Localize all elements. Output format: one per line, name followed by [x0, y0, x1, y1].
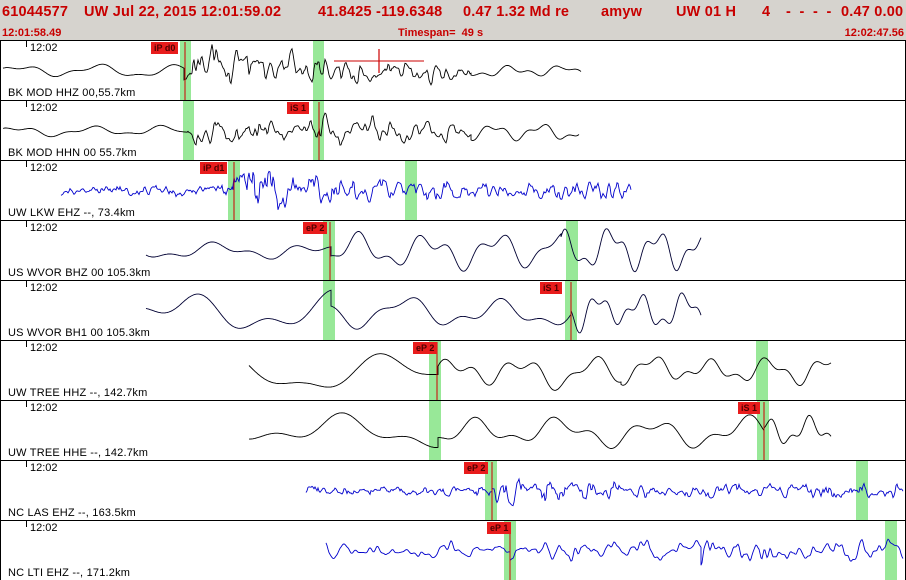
- phase-window-band: [405, 161, 417, 220]
- trace-panel[interactable]: 12:02 US WVOR BHZ 00 105.3km eP 2: [1, 221, 905, 281]
- phase-window-band: [756, 341, 768, 400]
- time-tick-mark: [26, 161, 27, 167]
- status-flags: - - - -: [786, 4, 832, 20]
- trace-waveform: [145, 289, 702, 334]
- panel-time-label: 12:02: [30, 522, 58, 534]
- trace-panel[interactable]: 12:02 UW LKW EHZ --, 73.4km iP d1: [1, 161, 905, 221]
- time-bar: 12:01:58.49 Timespan= 49 s 12:02:47.56: [0, 27, 906, 40]
- time-tick-mark: [26, 401, 27, 407]
- trace-waveform: [145, 228, 702, 273]
- window-start-time: 12:01:58.49: [2, 27, 62, 39]
- pick-flag[interactable]: iP d1: [200, 162, 228, 174]
- panel-time-label: 12:02: [30, 162, 58, 174]
- time-tick-mark: [26, 101, 27, 107]
- phase-window-band: [429, 341, 441, 400]
- phase-window-band: [313, 41, 324, 100]
- waveform-plot[interactable]: [1, 101, 905, 161]
- station-label: US WVOR BH1 00 105.3km: [8, 327, 150, 339]
- waveform-plot[interactable]: [1, 221, 905, 281]
- phase-window-band: [485, 461, 497, 520]
- event-source: UW 01 H: [676, 4, 737, 20]
- trace-panel[interactable]: 12:02 BK MOD HHZ 00,55.7km iP d0: [1, 41, 905, 101]
- waveform-plot[interactable]: [1, 41, 905, 101]
- trace-waveform: [248, 353, 832, 391]
- station-label: NC LTI EHZ --, 171.2km: [8, 567, 131, 579]
- event-id: 61044577: [2, 4, 69, 20]
- pick-flag[interactable]: iS 1: [738, 402, 761, 414]
- time-tick-mark: [26, 341, 27, 347]
- trace-panel[interactable]: 12:02 NC LTI EHZ --, 171.2km eP 1: [1, 521, 905, 580]
- event-header: 61044577 UW Jul 22, 2015 12:01:59.02 41.…: [0, 0, 906, 27]
- panel-time-label: 12:02: [30, 342, 58, 354]
- panel-time-label: 12:02: [30, 462, 58, 474]
- waveform-plot[interactable]: [1, 341, 905, 401]
- pick-flag[interactable]: iP d0: [151, 42, 179, 54]
- trace-waveform: [249, 412, 832, 449]
- trace-waveform: [2, 112, 580, 146]
- station-label: UW TREE HHZ --, 142.7km: [8, 387, 148, 399]
- waveform-plot[interactable]: [1, 521, 905, 580]
- time-tick-mark: [26, 461, 27, 467]
- origin-time: UW Jul 22, 2015 12:01:59.02: [84, 4, 282, 20]
- trace-waveform: [305, 477, 904, 507]
- waveform-plot[interactable]: [1, 401, 905, 461]
- panel-time-label: 12:02: [30, 42, 58, 54]
- depth-magnitude: 0.47 1.32 Md re: [463, 4, 570, 20]
- station-label: NC LAS EHZ --, 163.5km: [8, 507, 136, 519]
- time-tick-mark: [26, 221, 27, 227]
- phase-window-band: [323, 221, 335, 280]
- waveform-plot[interactable]: [1, 461, 905, 521]
- analyst-name: amyw: [601, 4, 643, 20]
- trace-panel[interactable]: 12:02 UW TREE HHZ --, 142.7km eP 2: [1, 341, 905, 401]
- phase-window-band: [183, 101, 194, 160]
- station-label: UW TREE HHE --, 142.7km: [8, 447, 149, 459]
- time-tick-mark: [26, 41, 27, 47]
- panel-time-label: 12:02: [30, 282, 58, 294]
- pick-flag[interactable]: eP 1: [487, 522, 512, 534]
- residuals: 0.47 0.00: [841, 4, 904, 20]
- phase-window-band: [429, 401, 441, 460]
- phase-window-band: [566, 221, 578, 280]
- trace-panel[interactable]: 12:02 UW TREE HHE --, 142.7km iS 1: [1, 401, 905, 461]
- phase-count: 4: [762, 4, 771, 20]
- waveform-plot[interactable]: [1, 161, 905, 221]
- station-label: UW LKW EHZ --, 73.4km: [8, 207, 136, 219]
- pick-flag[interactable]: iS 1: [540, 282, 563, 294]
- event-coordinates: 41.8425 -119.6348: [318, 4, 443, 20]
- panel-time-label: 12:02: [30, 222, 58, 234]
- phase-window-band: [885, 521, 897, 580]
- pick-flag[interactable]: eP 2: [303, 222, 328, 234]
- station-label: US WVOR BHZ 00 105.3km: [8, 267, 151, 279]
- phase-window-band: [757, 401, 769, 460]
- pick-flag[interactable]: eP 2: [464, 462, 489, 474]
- trace-panel[interactable]: 12:02 US WVOR BH1 00 105.3km iS 1: [1, 281, 905, 341]
- phase-window-band: [323, 281, 335, 340]
- pick-flag[interactable]: eP 2: [413, 342, 438, 354]
- trace-waveform: [2, 44, 582, 86]
- timespan-label: Timespan= 49 s: [398, 27, 484, 39]
- trace-panel[interactable]: 12:02 BK MOD HHN 00 55.7km iS 1: [1, 101, 905, 161]
- waveform-plot[interactable]: [1, 281, 905, 341]
- window-end-time: 12:02:47.56: [844, 27, 904, 39]
- station-label: BK MOD HHZ 00,55.7km: [8, 87, 136, 99]
- time-tick-mark: [26, 281, 27, 287]
- panel-time-label: 12:02: [30, 402, 58, 414]
- station-label: BK MOD HHN 00 55.7km: [8, 147, 137, 159]
- trace-waveform: [60, 170, 632, 210]
- trace-waveform: [325, 538, 904, 566]
- trace-panel[interactable]: 12:02 NC LAS EHZ --, 163.5km eP 2: [1, 461, 905, 521]
- time-tick-mark: [26, 521, 27, 527]
- pick-flag[interactable]: iS 1: [287, 102, 310, 114]
- trace-panels: 12:02 BK MOD HHZ 00,55.7km iP d0 12:02 B…: [0, 40, 906, 580]
- panel-time-label: 12:02: [30, 102, 58, 114]
